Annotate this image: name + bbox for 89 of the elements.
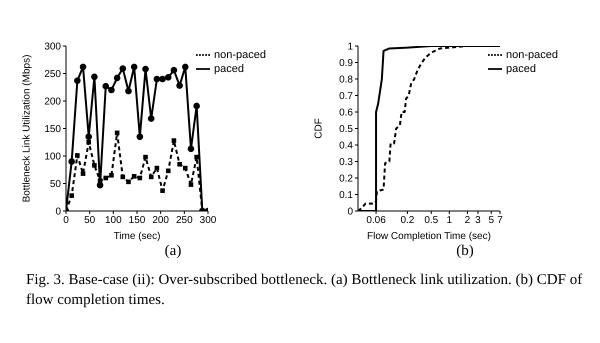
y-tick-label: 1 (347, 42, 354, 53)
caption: Fig. 3. Base-case (ii): Over-subscribed bottleneck. (a) Bottleneck link utilization. (b) CDF of flow completion times. (26, 271, 584, 310)
x-tick-label: 2 (464, 215, 471, 226)
y-axis-title: CDF (314, 118, 325, 139)
point (92, 163, 97, 168)
x-tick-label: 50 (84, 215, 96, 226)
point (74, 77, 81, 84)
point (194, 154, 199, 160)
point (126, 180, 131, 184)
y-tick-label: 150 (44, 124, 62, 136)
point (114, 130, 120, 136)
x-tick-label: 3 (475, 215, 482, 226)
y-tick-label: 200 (44, 96, 62, 108)
point (193, 102, 200, 110)
y-tick-label: 0.9 (339, 58, 354, 70)
point (188, 146, 194, 152)
y-tick-label: 0.6 (339, 108, 354, 119)
point (148, 115, 154, 122)
point (102, 82, 110, 90)
point (109, 172, 114, 178)
point (120, 174, 126, 180)
x-tick-label: 7 (497, 215, 504, 226)
point (69, 193, 74, 198)
point (177, 162, 182, 167)
point (176, 82, 183, 89)
point (164, 74, 172, 81)
point (182, 64, 189, 70)
point (170, 66, 178, 74)
point (188, 182, 194, 187)
x-tick-label: 1 (446, 215, 453, 226)
point (103, 176, 108, 180)
text: (b) (455, 243, 475, 260)
x-axis-title: Flow Completion Time (sec) (367, 231, 491, 242)
x-tick-label: 0.06 (366, 215, 386, 226)
point (160, 188, 165, 193)
point (98, 178, 102, 184)
point (154, 76, 160, 82)
x-tick-label: 200 (152, 215, 170, 226)
y-tick-label: 0.2 (339, 174, 354, 185)
point (75, 153, 80, 158)
point (80, 171, 86, 176)
point (136, 133, 144, 140)
point (159, 76, 166, 82)
point (114, 74, 120, 82)
point (68, 158, 75, 165)
x-axis-title: Time (sec) (114, 231, 160, 242)
y-tick-label: 0.8 (339, 74, 354, 86)
point (120, 65, 126, 72)
point (166, 168, 171, 174)
point (182, 166, 188, 170)
y-tick-label: 0.7 (339, 91, 354, 102)
point (154, 166, 160, 170)
point (85, 133, 92, 140)
point (172, 138, 176, 143)
x-tick-label: 5 (488, 215, 494, 226)
point (91, 74, 98, 80)
y-tick-label: 300 (44, 42, 62, 53)
point (130, 64, 138, 70)
y-tick-label: 50 (50, 179, 62, 190)
x-tick-label: 150 (128, 215, 146, 226)
y-axis-title: Bottleneck Link Utilization (Mbps) (22, 54, 33, 202)
y-tick-label: 0.1 (339, 190, 354, 202)
y-tick-label: 0 (55, 206, 62, 218)
x-tick-label: 0.2 (400, 215, 415, 226)
text: (a) (164, 243, 182, 260)
point (142, 66, 149, 72)
y-tick-label: 0.3 (339, 157, 354, 168)
legend-label: non-paced (214, 48, 266, 61)
point (138, 176, 142, 180)
legend-label: non-paced (506, 48, 558, 61)
x-tick-label: 0.5 (424, 215, 439, 226)
x-tick-label: 0 (63, 215, 70, 226)
point (148, 174, 154, 180)
y-tick-label: 0.5 (339, 124, 354, 136)
point (80, 64, 86, 70)
point (108, 86, 115, 94)
legend-label: paced (214, 62, 244, 75)
y-tick-label: 250 (44, 69, 62, 80)
y-tick-label: 100 (44, 152, 62, 163)
legend-label: paced (506, 62, 536, 75)
point (143, 154, 148, 160)
x-tick-label: 300 (200, 215, 217, 226)
x-tick-label: 250 (176, 215, 194, 226)
point (132, 174, 136, 179)
point (86, 140, 92, 145)
point (125, 88, 132, 94)
y-tick-label: 0.4 (339, 140, 354, 152)
x-tick-label: 100 (104, 215, 122, 226)
y-tick-label: 0 (347, 206, 354, 218)
